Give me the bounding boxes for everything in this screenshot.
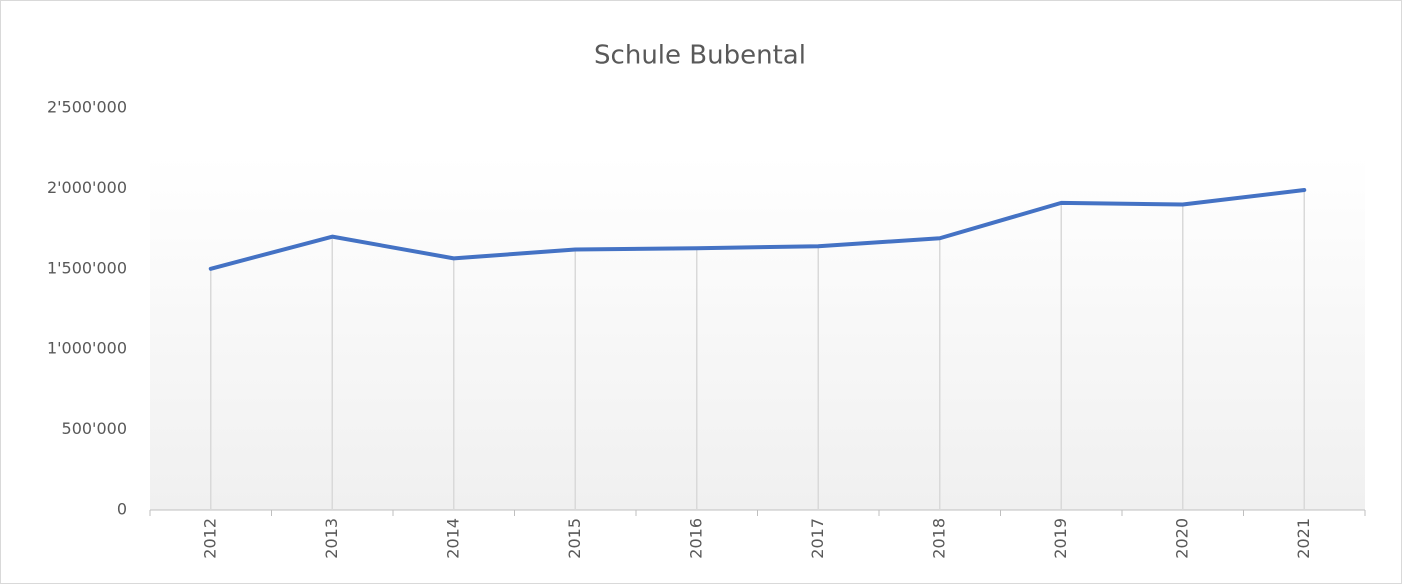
y-tick-label: 0 [117,500,127,519]
x-tick-label: 2016 [686,518,705,559]
x-tick-label: 2015 [565,518,584,559]
x-tick-label: 2017 [808,518,827,559]
x-tick-label: 2021 [1294,518,1313,559]
y-tick-label: 1'000'000 [47,339,127,358]
chart-title: Schule Bubental [594,41,806,71]
plot-area [150,155,1365,510]
x-tick-label: 2013 [322,518,341,559]
line-series [208,188,1307,271]
y-tick-label: 2'000'000 [47,178,127,197]
y-tick-label: 1'500'000 [47,258,127,277]
y-tick-label: 500'000 [62,419,127,438]
x-tick-label: 2014 [443,518,462,559]
x-tick-label: 2018 [929,518,948,559]
y-tick-label: 2'500'000 [47,98,127,117]
x-tick-label: 2012 [200,518,219,559]
x-tick-label: 2020 [1172,518,1191,559]
x-tick-label: 2019 [1051,518,1070,559]
